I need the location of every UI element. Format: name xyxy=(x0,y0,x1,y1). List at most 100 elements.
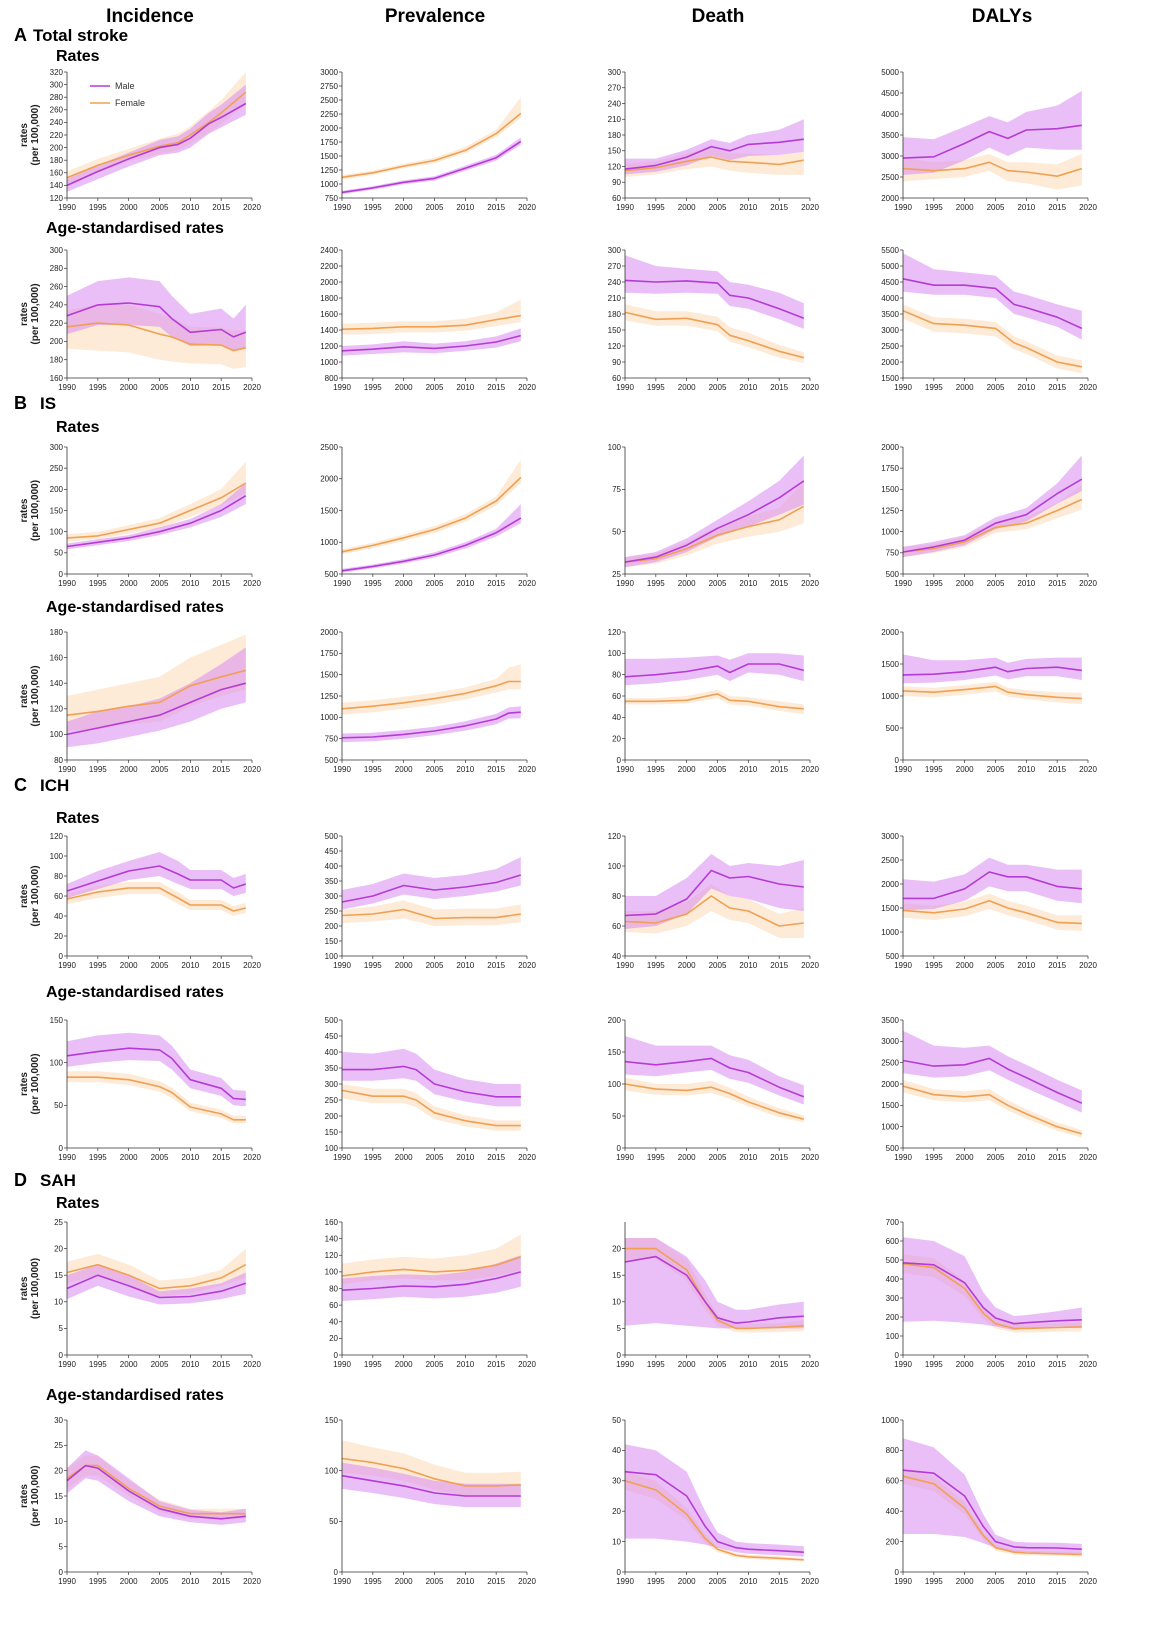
x-tick-label: 1990 xyxy=(333,1577,351,1586)
x-tick-label: 1995 xyxy=(364,1577,382,1586)
series-line-male xyxy=(66,302,247,338)
y-tick-label: 300 xyxy=(325,1080,339,1089)
panel-header-d: D SAH xyxy=(14,1170,76,1190)
x-tick-label: 2020 xyxy=(243,1153,261,1162)
x-tick-label: 1990 xyxy=(894,203,912,212)
x-tick-label: 1995 xyxy=(89,579,107,588)
chart-c-death-rates: 40 60 80 100 120 1990 1995 2000 2005 2010 2015 2020 xyxy=(608,832,820,970)
x-tick-label: 2005 xyxy=(987,961,1005,970)
x-tick-label: 1990 xyxy=(894,383,912,392)
x-tick-label: 2020 xyxy=(801,1360,819,1369)
x-tick-label: 1990 xyxy=(894,765,912,774)
y-tick-label: 60 xyxy=(612,922,621,931)
y-tick-label: 120 xyxy=(50,194,64,203)
y-tick-label: 450 xyxy=(325,1032,339,1041)
y-tick-label: 300 xyxy=(50,80,64,89)
y-axis-label-line: (per 100,000) xyxy=(30,1465,41,1526)
legend-label-female: Female xyxy=(115,98,145,108)
y-tick-label: 100 xyxy=(608,862,622,871)
x-tick-label: 2005 xyxy=(426,579,444,588)
x-tick-label: 2015 xyxy=(770,1153,788,1162)
x-tick-label: 1990 xyxy=(58,765,76,774)
y-tick-label: 2000 xyxy=(881,358,899,367)
y-tick-label: 0 xyxy=(59,1568,64,1577)
series-line-female xyxy=(66,887,246,912)
uncertainty-band-male xyxy=(625,1444,804,1557)
y-tick-label: 180 xyxy=(608,310,622,319)
x-tick-label: 1990 xyxy=(333,383,351,392)
y-tick-label: 25 xyxy=(612,570,621,579)
y-tick-label: 100 xyxy=(50,1058,64,1067)
row-title: Age-standardised rates xyxy=(46,984,224,1001)
y-tick-label: 1250 xyxy=(320,692,338,701)
x-tick-label: 1995 xyxy=(647,203,665,212)
y-tick-label: 0 xyxy=(617,1351,622,1360)
chart-c-prevalence-rates: 100 150 200 250 300 350 400 450 500 1990 1995 2000 2… xyxy=(325,832,537,970)
x-tick-label: 2010 xyxy=(181,579,199,588)
x-tick-label: 2005 xyxy=(987,1153,1005,1162)
uncertainty-band-male xyxy=(903,455,1082,558)
y-tick-label: 5 xyxy=(617,1324,622,1333)
chart-a-incidence-age-standardised: 160 180 200 220 240 260 280 300 1990 1995 2000 2005… xyxy=(19,246,261,392)
x-tick-label: 2005 xyxy=(709,961,727,970)
x-tick-label: 2020 xyxy=(801,765,819,774)
series-line-female xyxy=(624,1480,804,1561)
x-tick-label: 2015 xyxy=(212,203,230,212)
y-tick-label: 120 xyxy=(50,705,64,714)
y-tick-label: 0 xyxy=(334,1351,339,1360)
x-tick-label: 2010 xyxy=(456,383,474,392)
y-tick-label: 100 xyxy=(50,730,64,739)
y-tick-label: 2000 xyxy=(320,475,338,484)
y-tick-label: 0 xyxy=(59,1144,64,1153)
x-tick-label: 2005 xyxy=(151,1577,169,1586)
y-tick-label: 0 xyxy=(334,1568,339,1577)
x-tick-label: 2020 xyxy=(243,383,261,392)
x-tick-label: 2005 xyxy=(709,579,727,588)
x-tick-label: 2005 xyxy=(151,383,169,392)
series-line-male xyxy=(66,682,247,736)
panel-letter: A xyxy=(14,25,27,45)
x-tick-label: 1990 xyxy=(894,961,912,970)
row-title: Age-standardised rates xyxy=(46,220,224,237)
y-axis-label: rates (per 100,000) xyxy=(19,1465,41,1526)
x-tick-label: 2005 xyxy=(151,203,169,212)
y-tick-label: 280 xyxy=(50,93,64,102)
series-line-female xyxy=(625,1247,804,1330)
y-tick-label: 0 xyxy=(895,1351,900,1360)
x-tick-label: 1995 xyxy=(364,765,382,774)
y-tick-label: 1400 xyxy=(320,326,338,335)
x-tick-label: 2010 xyxy=(1017,383,1035,392)
x-tick-label: 1990 xyxy=(58,1577,76,1586)
y-tick-label: 4500 xyxy=(881,278,899,287)
y-tick-label: 1500 xyxy=(320,506,338,515)
row-title: Age-standardised rates xyxy=(46,599,224,616)
y-tick-label: 160 xyxy=(50,374,64,383)
x-tick-label: 2015 xyxy=(1048,961,1066,970)
series-line-male xyxy=(66,865,247,892)
column-title-death: Death xyxy=(692,6,745,27)
y-tick-label: 120 xyxy=(608,832,622,841)
uncertainty-band-male xyxy=(342,137,521,195)
y-tick-label: 150 xyxy=(608,1048,622,1057)
x-tick-label: 2010 xyxy=(181,203,199,212)
y-tick-label: 0 xyxy=(59,1351,64,1360)
y-tick-label: 25 xyxy=(54,1441,63,1450)
chart-a-death-age-standardised: 60 90 120 150 180 210 240 270 300 1990 1995 2000 200… xyxy=(608,246,820,392)
y-tick-label: 1250 xyxy=(320,166,338,175)
series-line-male xyxy=(624,138,804,170)
x-tick-label: 2000 xyxy=(678,1360,696,1369)
chart-c-death-age-standardised: 0 50 100 150 200 1990 1995 2000 2005 2010 2015 2020 xyxy=(608,1016,820,1162)
chart-c-incidence-age-standardised: 0 50 100 150 1990 1995 2000 2005 2010 2015 2020 rat… xyxy=(19,1016,261,1162)
x-tick-label: 2010 xyxy=(1017,1153,1035,1162)
chart-c-incidence-rates: 0 20 40 60 80 100 120 1990 1995 2000 2005 2010 2015 2… xyxy=(19,832,261,970)
y-tick-label: 260 xyxy=(50,106,64,115)
y-tick-label: 600 xyxy=(886,1477,900,1486)
series-line-male xyxy=(624,869,804,917)
x-tick-label: 1995 xyxy=(647,383,665,392)
x-tick-label: 2015 xyxy=(1048,579,1066,588)
x-tick-label: 2015 xyxy=(1048,1153,1066,1162)
x-tick-label: 2015 xyxy=(1048,1577,1066,1586)
y-tick-label: 120 xyxy=(608,162,622,171)
uncertainty-band-male xyxy=(625,255,804,329)
x-tick-label: 1990 xyxy=(333,1360,351,1369)
